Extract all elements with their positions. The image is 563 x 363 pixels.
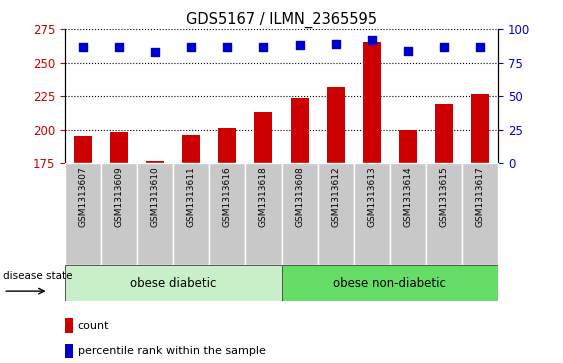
Point: [187, 44, 196, 49]
Text: GSM1313612: GSM1313612: [331, 166, 340, 227]
Point: [150, 49, 159, 55]
Text: disease state: disease state: [3, 271, 73, 281]
Text: GSM1313616: GSM1313616: [223, 166, 232, 227]
Text: obese non-diabetic: obese non-diabetic: [333, 277, 446, 290]
Text: GSM1313617: GSM1313617: [476, 166, 485, 227]
Bar: [363, 42, 381, 163]
Point: [295, 42, 304, 48]
FancyBboxPatch shape: [282, 163, 318, 265]
Text: GSM1313609: GSM1313609: [114, 166, 123, 227]
Bar: [218, 129, 236, 163]
Bar: [110, 132, 128, 163]
Text: GSM1313607: GSM1313607: [78, 166, 87, 227]
Text: GSM1313618: GSM1313618: [259, 166, 268, 227]
FancyBboxPatch shape: [282, 265, 498, 301]
Bar: [182, 135, 200, 163]
Point: [440, 44, 449, 49]
Title: GDS5167 / ILMN_2365595: GDS5167 / ILMN_2365595: [186, 12, 377, 28]
Point: [78, 44, 87, 49]
Point: [367, 37, 376, 43]
Text: count: count: [78, 321, 109, 331]
Text: GSM1313611: GSM1313611: [187, 166, 196, 227]
Bar: [327, 87, 345, 163]
FancyBboxPatch shape: [101, 163, 137, 265]
Bar: [471, 94, 489, 163]
Bar: [291, 98, 309, 163]
Text: GSM1313608: GSM1313608: [295, 166, 304, 227]
Text: percentile rank within the sample: percentile rank within the sample: [78, 346, 266, 356]
Bar: [146, 161, 164, 163]
FancyBboxPatch shape: [209, 163, 245, 265]
Text: GSM1313610: GSM1313610: [150, 166, 159, 227]
FancyBboxPatch shape: [173, 163, 209, 265]
Bar: [74, 136, 92, 163]
Point: [404, 48, 413, 53]
Point: [223, 44, 232, 49]
Text: GSM1313613: GSM1313613: [367, 166, 376, 227]
Point: [259, 44, 268, 49]
FancyBboxPatch shape: [137, 163, 173, 265]
Point: [331, 41, 340, 47]
Bar: [399, 130, 417, 163]
Text: GSM1313614: GSM1313614: [404, 166, 413, 227]
Text: GSM1313615: GSM1313615: [440, 166, 449, 227]
Point: [114, 44, 123, 49]
Bar: [65, 344, 73, 358]
Point: [476, 44, 485, 49]
Bar: [435, 104, 453, 163]
FancyBboxPatch shape: [245, 163, 282, 265]
FancyBboxPatch shape: [390, 163, 426, 265]
Bar: [65, 318, 73, 333]
Text: obese diabetic: obese diabetic: [130, 277, 216, 290]
FancyBboxPatch shape: [65, 163, 101, 265]
FancyBboxPatch shape: [318, 163, 354, 265]
Bar: [254, 112, 272, 163]
FancyBboxPatch shape: [354, 163, 390, 265]
FancyBboxPatch shape: [65, 265, 282, 301]
FancyBboxPatch shape: [462, 163, 498, 265]
FancyBboxPatch shape: [426, 163, 462, 265]
